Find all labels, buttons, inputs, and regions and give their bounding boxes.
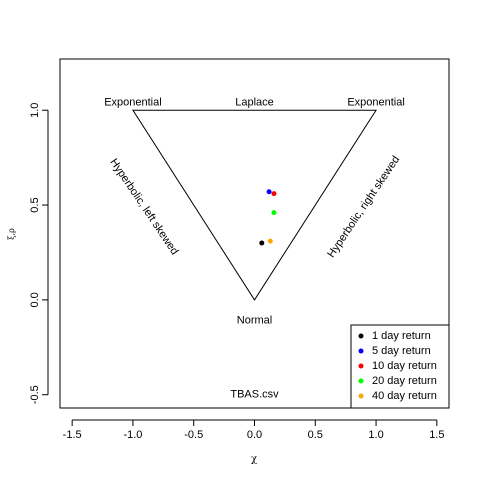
data-point — [271, 210, 277, 216]
x-tick-label: 1.5 — [429, 429, 444, 441]
y-tick-label: 1.0 — [29, 103, 41, 118]
annotation-label: Hyperbolic, left skewed — [107, 157, 180, 257]
y-axis-title: ξ,ρ — [7, 228, 16, 240]
x-axis: -1.5 -1.0 -0.5 0.0 0.5 1.0 1.5 — [63, 419, 444, 441]
x-tick-label: -0.5 — [184, 429, 203, 441]
x-axis-title: χ — [251, 454, 257, 465]
data-point — [271, 191, 277, 197]
annotation-label: Laplace — [235, 97, 274, 109]
legend-label: 20 day return — [372, 375, 437, 387]
y-axis: -0.5 0.0 0.5 1.0 — [29, 103, 49, 404]
x-tick-label: -1.5 — [63, 429, 82, 441]
y-tick-label: -0.5 — [29, 385, 41, 404]
annotation-label: TBAS.csv — [230, 389, 279, 401]
plot-frame — [59, 58, 450, 409]
triangle-outline — [132, 109, 377, 301]
data-point — [259, 240, 265, 246]
legend-marker — [358, 393, 364, 399]
legend-label: 5 day return — [372, 345, 431, 357]
x-tick-label: 0.5 — [308, 429, 323, 441]
legend-marker — [358, 363, 364, 369]
annotation-label: Hyperbolic, right skewed — [325, 154, 402, 260]
data-point — [266, 189, 272, 195]
annotation-label: Exponential — [104, 97, 162, 109]
annotation-label: Normal — [237, 315, 272, 327]
legend-marker — [358, 333, 364, 339]
x-tick-label: 0.0 — [247, 429, 262, 441]
data-points — [259, 189, 277, 246]
legend-label: 10 day return — [372, 360, 437, 372]
annotation-label: Exponential — [347, 97, 405, 109]
y-tick-label: 0.5 — [29, 197, 41, 212]
x-tick-label: -1.0 — [123, 429, 142, 441]
reference-triangle — [132, 109, 377, 301]
legend-label: 40 day return — [372, 390, 437, 402]
legend-box — [350, 324, 450, 409]
y-tick-label: 0.0 — [29, 292, 41, 307]
legend-marker — [358, 378, 364, 384]
legend-marker — [358, 348, 364, 354]
legend-label: 1 day return — [372, 330, 431, 342]
legend: 1 day return 5 day return 10 day return 20 … — [350, 324, 450, 409]
data-point — [267, 238, 273, 244]
x-tick-label: 1.0 — [368, 429, 383, 441]
